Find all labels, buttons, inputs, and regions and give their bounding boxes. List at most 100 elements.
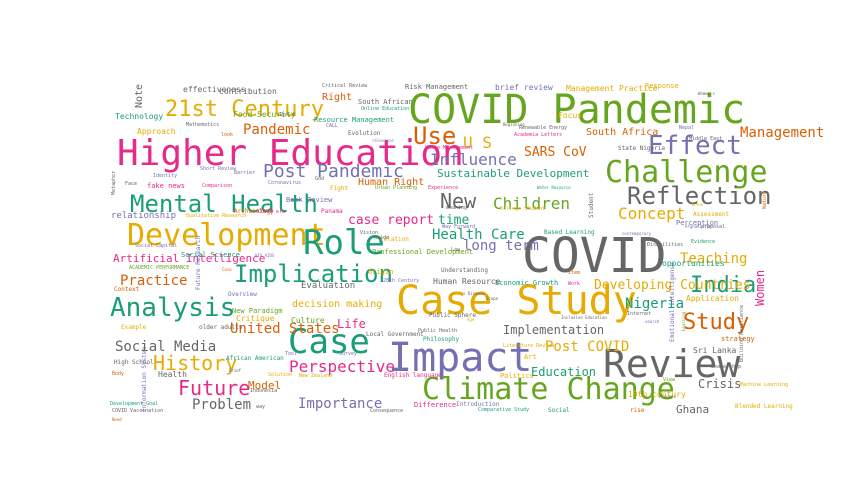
word-reflection: Reflection — [627, 182, 772, 210]
word-building-resilience: Metaphor — [111, 170, 117, 195]
word-social-science: Perception — [676, 219, 719, 227]
word-effectiveness: contribution — [219, 87, 277, 96]
word-perception: Assessment — [693, 211, 730, 218]
word-challenge: Challenge — [605, 155, 768, 190]
word-right: effectiveness — [183, 85, 246, 94]
word-way: Focus — [558, 111, 583, 120]
word-developing-countries: Implementation — [503, 323, 605, 337]
word-new-zealand: African American — [226, 355, 284, 362]
word-higher-education: Higher Education — [117, 133, 464, 174]
word-development: Development — [127, 218, 326, 253]
word-assessment: Origin — [368, 268, 394, 276]
word-item: Scope — [486, 296, 499, 301]
word-economic-growth: Technology — [115, 112, 164, 121]
word-leadership: Critical Review — [322, 83, 368, 89]
word-beginning: Water Resource — [537, 185, 571, 190]
word-qualitative-research: Social Capital — [135, 243, 178, 249]
word-older-adults: Context — [114, 286, 140, 293]
word-social-capital: ACADEMIC PERFORMANCE — [129, 265, 190, 271]
word-barrier: Comparison — [202, 183, 233, 189]
word-future-research: Women s — [698, 91, 715, 96]
word-introduction: Comparative Study — [478, 407, 530, 413]
word-understanding: Public Sphere — [429, 312, 476, 319]
word-relationship: Evaluation — [301, 281, 356, 291]
word-philosophy: Difference — [414, 401, 457, 409]
word-covid: COVID — [522, 228, 667, 284]
word-waste-management: Mathematics — [186, 122, 220, 128]
word-development-goal: COVID Vaccination — [112, 408, 164, 414]
word-technology: Approach — [137, 127, 176, 136]
word-problem: Problem — [192, 397, 252, 413]
word-sustainable-development: Human Right — [358, 177, 425, 188]
word-issue: Tool — [285, 351, 298, 357]
word-disabilities: Item — [568, 270, 581, 276]
word-nigeria: United States — [230, 321, 340, 337]
word-covid-vaccination: Consequence — [370, 408, 404, 414]
word-process: Afghanistan — [685, 224, 712, 229]
word-critique: Art — [524, 353, 537, 361]
word-time: long term — [463, 238, 539, 254]
word-extra: Need — [112, 417, 122, 422]
word-law: Work — [568, 281, 581, 287]
word-way-forward: meaning — [446, 205, 468, 211]
word-comparative-study: Leadership — [711, 364, 742, 370]
word-guide: Beginning — [503, 122, 525, 127]
word-college-student: Way Forward — [442, 224, 476, 230]
word-proposal: Evidence — [691, 239, 716, 245]
word-metaphor: Nature — [762, 190, 768, 209]
word-teaching: Teaching — [680, 251, 748, 267]
word-emotional-intelligence: Building Resilience — [739, 304, 745, 362]
word-21st-century: 21st Century — [165, 97, 324, 122]
word-english-language: Example — [121, 324, 147, 331]
word-god: Fight — [330, 185, 349, 192]
word-united-states: Post COVID — [545, 339, 630, 355]
word-long-term: SARS CoV — [524, 145, 587, 160]
word-new: New — [440, 189, 477, 213]
word-public-health: Experience — [428, 185, 459, 191]
word-water-resource: Issue — [691, 202, 704, 207]
word-example: older adults — [199, 324, 243, 331]
word-implication: Implication — [234, 260, 393, 288]
word-pandemic: Pandemic — [243, 122, 311, 138]
word-south-african: Resource Management — [314, 116, 395, 124]
word-urban-planning: College Student — [500, 206, 546, 212]
word-critical-review: Evolution — [348, 130, 381, 137]
word-learning: Age — [467, 317, 475, 322]
word-study: Study — [683, 310, 750, 335]
word-professional-development: Based Learning — [544, 229, 595, 236]
word-role: Role — [303, 223, 385, 263]
word-health: Politics — [500, 372, 534, 380]
word-renewable-energy: Academia Letters — [514, 132, 563, 138]
word-covid-pandemic: COVID Pandemic — [408, 87, 746, 133]
word-origin: New Paradigm — [232, 307, 283, 315]
word-work: Process — [659, 394, 676, 399]
word-online-education: Renewable Energy — [519, 125, 568, 131]
word-practice: Practice — [120, 273, 188, 289]
word-african-american: Indonesia — [250, 388, 278, 394]
word-experience: Urban Planning — [375, 185, 418, 191]
word-review: Review — [603, 342, 741, 386]
word-consequence: Information System — [141, 346, 148, 412]
word-focus: Don t — [280, 112, 296, 118]
word-high-school: State Nigeria — [618, 145, 665, 152]
word-politics: Culture — [291, 316, 325, 325]
word-age: s Disease — [463, 291, 485, 296]
word-application: Economic Growth — [495, 279, 559, 287]
word-strategy: Local Government — [366, 331, 424, 338]
word-human-right: decision making — [292, 299, 383, 310]
word-importance: Importance — [298, 396, 383, 412]
word-information-system: Emotional Intelligence — [669, 262, 676, 342]
word-india: India — [690, 273, 757, 298]
word-search: contemporary — [622, 231, 651, 236]
word-difference: English language — [384, 372, 442, 379]
word-rise: Blended Learning — [735, 403, 793, 410]
word-analysis: Analysis — [110, 293, 236, 323]
word-panama: Brief — [229, 368, 242, 373]
word-look: Face — [125, 181, 138, 187]
word-artificial-intelligence: Sustainable Development — [437, 167, 590, 180]
word-machine-learning: Social — [548, 407, 570, 414]
word-case: Case — [288, 322, 370, 362]
word-management-practice: Response — [645, 82, 679, 90]
word-middle-east: Literature Review — [503, 343, 555, 349]
